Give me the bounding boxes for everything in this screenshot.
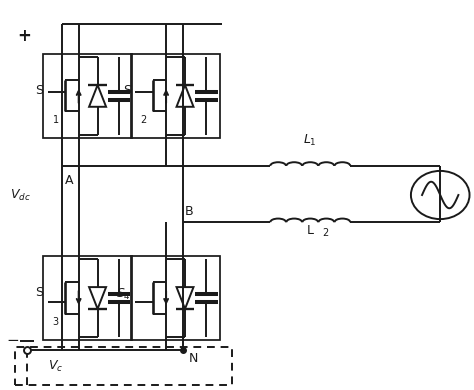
Text: S: S bbox=[35, 285, 43, 299]
Bar bbox=[15, 347, 232, 385]
Text: S: S bbox=[35, 83, 43, 97]
Bar bbox=[131, 256, 219, 340]
Text: 1: 1 bbox=[53, 115, 59, 125]
Text: N: N bbox=[188, 353, 198, 365]
Text: $V_c$: $V_c$ bbox=[48, 358, 63, 374]
Text: $V_{dc}$: $V_{dc}$ bbox=[10, 188, 31, 202]
Bar bbox=[131, 54, 219, 138]
Text: −: − bbox=[7, 333, 19, 348]
Text: +: + bbox=[18, 27, 31, 45]
Text: A: A bbox=[64, 174, 73, 187]
Text: 2: 2 bbox=[140, 115, 146, 125]
Text: $L_1$: $L_1$ bbox=[303, 133, 317, 148]
Bar bbox=[43, 54, 132, 138]
Text: L: L bbox=[307, 224, 314, 237]
Text: S: S bbox=[123, 83, 131, 97]
Text: $S_4$: $S_4$ bbox=[116, 287, 131, 301]
Text: 3: 3 bbox=[53, 317, 59, 328]
Text: B: B bbox=[185, 205, 194, 218]
Text: 2: 2 bbox=[322, 228, 328, 238]
Bar bbox=[43, 256, 132, 340]
